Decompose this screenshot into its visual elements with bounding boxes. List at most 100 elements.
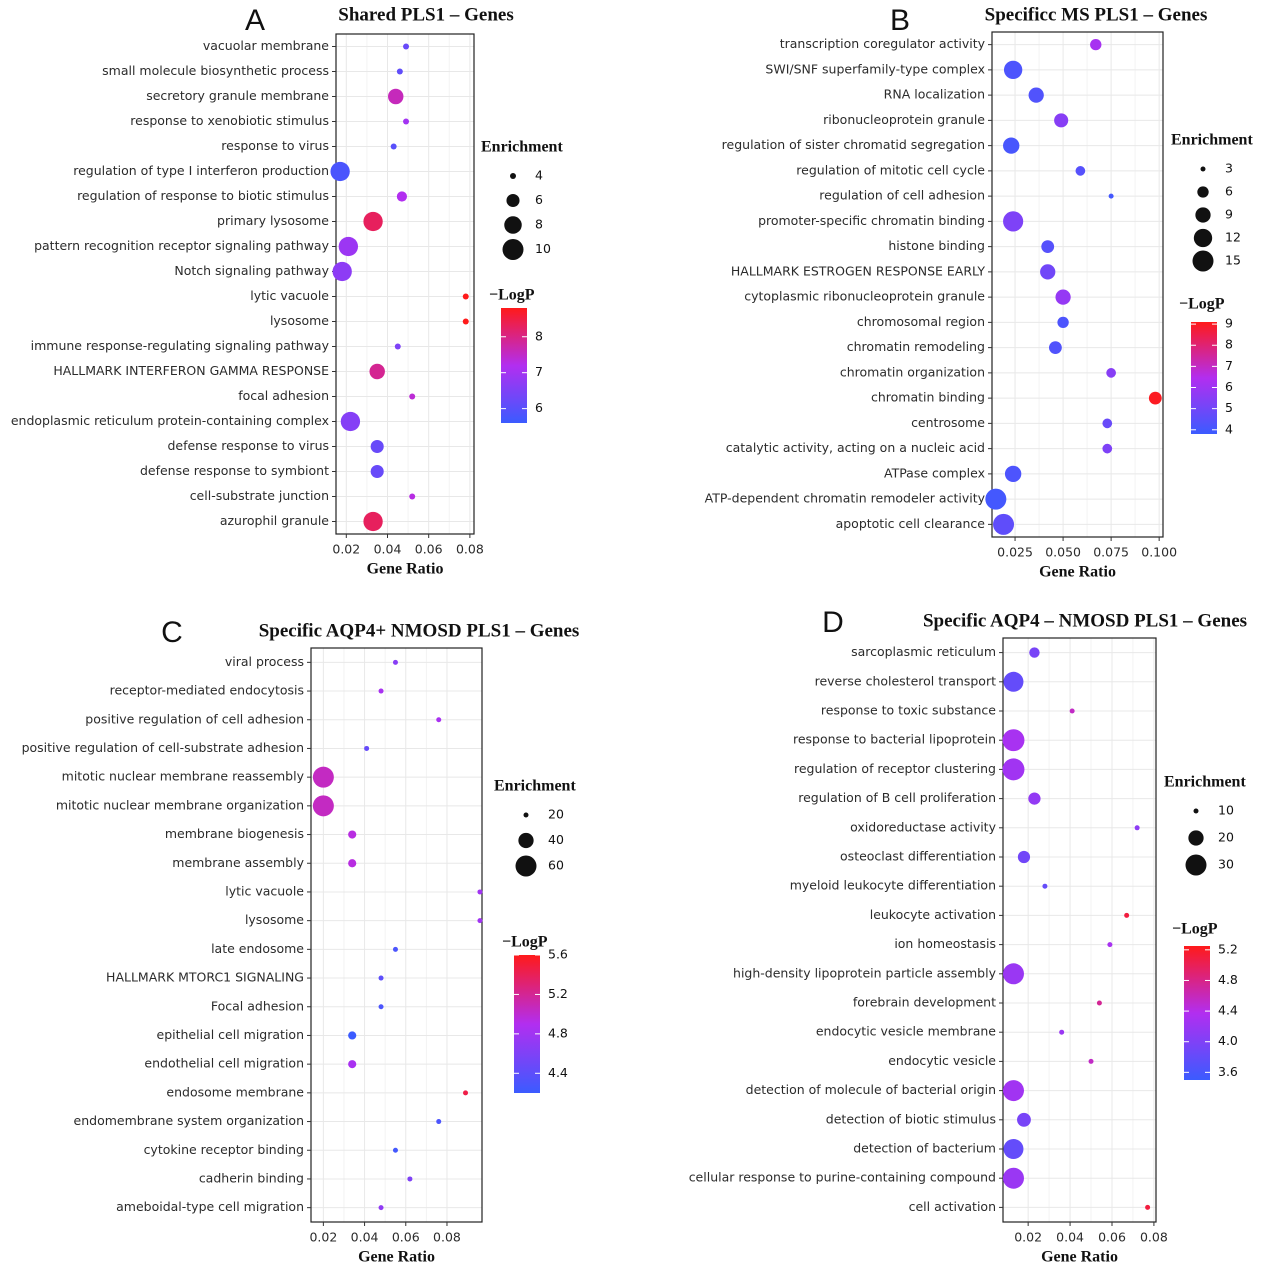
color-legend-label: 4.4	[1218, 1003, 1238, 1018]
color-legend-label: 9	[1225, 316, 1233, 331]
size-legend-key	[1188, 830, 1204, 846]
data-point	[1145, 1204, 1151, 1210]
data-point	[1054, 113, 1069, 128]
data-point	[1003, 211, 1024, 232]
category-label: pattern recognition receptor signaling p…	[34, 238, 330, 253]
data-point	[1049, 341, 1062, 355]
category-label: vacuolar membrane	[203, 38, 329, 53]
data-point	[477, 918, 483, 924]
data-point	[1059, 1029, 1065, 1035]
data-point	[348, 1060, 357, 1069]
category-label: late endosome	[211, 941, 304, 956]
data-point	[1028, 792, 1041, 805]
size-legend-label: 10	[1218, 803, 1234, 818]
data-point	[1003, 1139, 1024, 1159]
chart-title: Specific AQP4 – NMOSD PLS1 – Genes	[923, 610, 1247, 631]
data-point	[436, 717, 442, 723]
size-legend-title: Enrichment	[1164, 774, 1246, 791]
x-tick-label: 0.08	[433, 1230, 461, 1245]
x-tick-label: 0.02	[332, 542, 360, 557]
color-legend-label: 8	[1225, 337, 1233, 352]
category-label: cytoplasmic ribonucleoprotein granule	[744, 289, 985, 304]
data-point	[1029, 647, 1040, 658]
category-label: ATP-dependent chromatin remodeler activi…	[705, 491, 986, 506]
size-legend-label: 15	[1225, 253, 1241, 268]
size-legend-title: Enrichment	[1171, 132, 1253, 149]
data-point	[462, 318, 469, 325]
category-label: ribonucleoprotein granule	[823, 112, 985, 127]
category-label: promoter-specific chromatin binding	[758, 213, 985, 228]
size-legend-label: 10	[535, 241, 551, 256]
data-point	[1002, 729, 1025, 752]
data-point	[388, 88, 404, 105]
size-legend-key	[523, 812, 529, 818]
color-legend-title: −LogP	[1179, 296, 1225, 313]
category-label: defense response to virus	[167, 438, 329, 453]
data-point	[363, 511, 383, 532]
size-legend: Enrichment 10 20 30	[1164, 774, 1246, 876]
category-label: ATPase complex	[884, 465, 985, 480]
category-label: sarcoplasmic reticulum	[851, 644, 996, 659]
category-label: positive regulation of cell-substrate ad…	[22, 740, 304, 755]
data-points	[985, 38, 1162, 535]
data-point	[1102, 418, 1113, 429]
data-point	[1017, 1112, 1031, 1127]
category-label: high-density lipoprotein particle assemb…	[733, 965, 997, 980]
size-legend-key	[1195, 207, 1211, 223]
data-point	[985, 488, 1007, 510]
data-point	[394, 343, 401, 350]
category-label: myeloid leukocyte differentiation	[790, 878, 996, 893]
data-point	[378, 975, 384, 981]
color-legend-label: 3.6	[1218, 1064, 1238, 1079]
category-label: leukocyte activation	[870, 907, 996, 922]
category-label: membrane assembly	[172, 855, 304, 870]
category-label: lysosome	[245, 912, 304, 927]
data-point	[330, 161, 350, 182]
category-label: regulation of cell adhesion	[819, 188, 985, 203]
category-label: azurophil granule	[220, 513, 329, 528]
category-label: histone binding	[888, 238, 985, 253]
category-label: HALLMARK INTERFERON GAMMA RESPONSE	[53, 363, 329, 378]
size-legend: Enrichment 20 40 60	[494, 778, 576, 877]
category-label: secretory granule membrane	[146, 88, 329, 103]
category-label: cadherin binding	[199, 1170, 304, 1185]
data-point	[1003, 137, 1020, 154]
plot-frame	[310, 647, 483, 1223]
color-legend-label: 4.8	[1218, 972, 1238, 987]
category-label: Notch signaling pathway	[174, 263, 329, 278]
color-legend-label: 5.2	[548, 986, 568, 1001]
color-legend-title: −LogP	[1172, 921, 1218, 938]
data-point	[348, 830, 357, 839]
size-legend: Enrichment 3 6 9 12 15	[1171, 132, 1253, 272]
category-label: Focal adhesion	[211, 998, 304, 1013]
category-label: endocytic vesicle membrane	[816, 1024, 996, 1039]
category-label: response to toxic substance	[821, 703, 996, 718]
chart-title: Specificc MS PLS1 – Genes	[985, 4, 1208, 25]
size-legend-label: 9	[1225, 207, 1233, 222]
data-point	[1002, 1080, 1024, 1102]
data-point	[378, 1004, 384, 1010]
category-label: transcription coregulator activity	[780, 36, 986, 51]
size-legend-label: 60	[548, 858, 564, 873]
category-label: cell-substrate junction	[190, 488, 329, 503]
color-legend-label: 4	[1225, 421, 1233, 436]
x-axis-title: Gene Ratio	[1041, 1249, 1118, 1266]
category-label: primary lysosome	[217, 213, 329, 228]
size-legend-label: 40	[548, 832, 564, 847]
category-label: membrane biogenesis	[165, 826, 304, 841]
data-point	[407, 1176, 413, 1182]
x-tick-label: 0.06	[415, 542, 443, 557]
data-points	[330, 43, 469, 532]
x-tick-label: 0.02	[1014, 1230, 1042, 1245]
data-point	[463, 1090, 469, 1096]
color-legend: −LogP 4 5 6 7 8 9	[1179, 296, 1233, 437]
data-point	[1017, 850, 1031, 864]
category-label: detection of bacterium	[853, 1141, 996, 1156]
data-point	[1107, 942, 1113, 948]
x-axis-title: Gene Ratio	[367, 561, 444, 578]
data-point	[396, 191, 408, 202]
data-point	[403, 118, 410, 125]
panel-letter: C	[161, 616, 183, 649]
data-point	[477, 889, 483, 895]
